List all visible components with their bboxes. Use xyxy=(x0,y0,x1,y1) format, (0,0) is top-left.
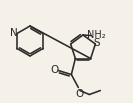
Text: N: N xyxy=(10,28,17,38)
Text: O: O xyxy=(75,88,84,98)
Text: O: O xyxy=(50,65,59,75)
Text: S: S xyxy=(93,38,100,48)
Text: NH₂: NH₂ xyxy=(87,30,105,40)
